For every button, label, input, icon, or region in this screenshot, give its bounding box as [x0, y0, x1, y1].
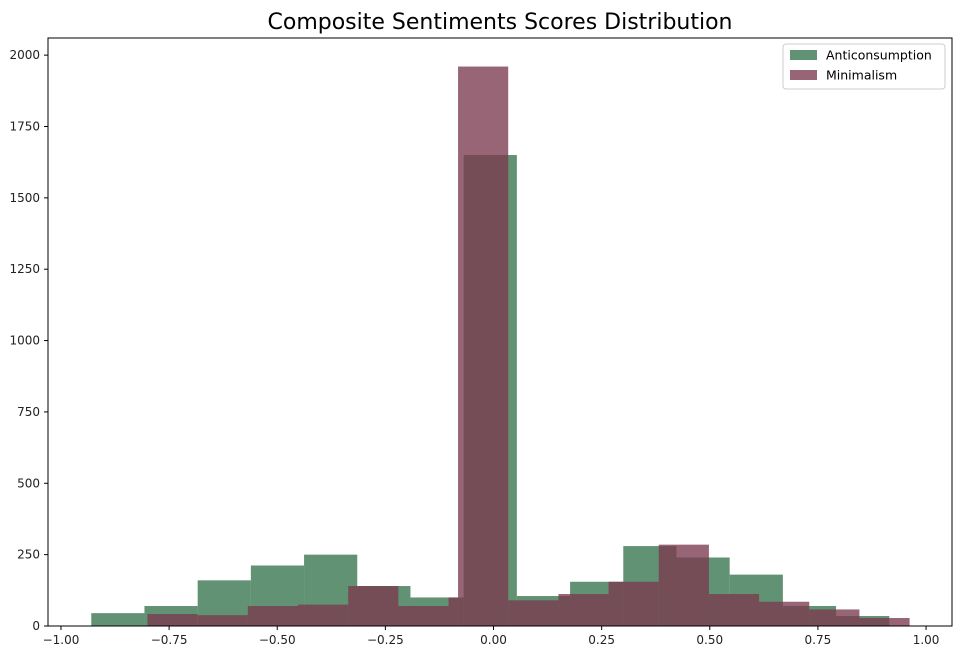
axes-layer: [47, 37, 953, 627]
bar-minimalism-10: [608, 581, 659, 626]
bar-minimalism-15: [859, 618, 910, 626]
bar-minimalism-6: [448, 597, 459, 626]
y-tick-label: 1750: [9, 119, 40, 133]
bar-minimalism-5: [398, 606, 449, 626]
legend-box: [782, 43, 946, 90]
legend-label-anticonsumption: Anticonsumption: [826, 48, 932, 63]
legend-swatch-anticonsumption: [790, 50, 817, 60]
legend-swatch-minimalism: [790, 70, 817, 80]
bar-minimalism-4: [348, 586, 399, 626]
y-axis-ticks: 0 250 500 750 1000 1250 1500 1750 2000: [9, 48, 48, 633]
y-tick-label: 2000: [9, 48, 40, 62]
plot-frame: [47, 37, 953, 627]
x-tick-label: 0.75: [805, 633, 832, 647]
bar-minimalism-14: [809, 609, 860, 626]
x-tick-label: 0.00: [480, 633, 507, 647]
bar-minimalism-13: [759, 601, 810, 626]
y-tick-label: 0: [32, 619, 40, 633]
y-tick-label: 500: [17, 476, 40, 490]
x-tick-label: −0.50: [259, 633, 296, 647]
bar-minimalism-11: [658, 544, 709, 626]
y-tick-label: 1500: [9, 191, 40, 205]
x-axis-ticks: −1.00 −0.75 −0.50 −0.25 0.00 0.25 0.50 0.75 1.00: [43, 626, 940, 647]
x-tick-label: −1.00: [43, 633, 80, 647]
bar-minimalism-3: [298, 604, 349, 626]
bar-minimalism-1: [197, 615, 248, 626]
bar-minimalism-2: [247, 606, 299, 626]
bar-minimalism-12: [708, 594, 760, 626]
series-minimalism: [147, 66, 910, 626]
bar-minimalism-8: [508, 600, 559, 626]
x-tick-label: −0.25: [367, 633, 404, 647]
bar-anticonsumption-0: [91, 613, 145, 626]
y-tick-label: 750: [17, 405, 40, 419]
x-tick-label: 1.00: [913, 633, 940, 647]
bar-minimalism-7: [458, 66, 509, 626]
x-tick-label: 0.50: [696, 633, 723, 647]
x-tick-label: 0.25: [588, 633, 615, 647]
legend: Anticonsumption Minimalism: [782, 43, 946, 90]
legend-label-minimalism: Minimalism: [826, 68, 897, 83]
y-tick-label: 250: [17, 548, 40, 562]
bar-minimalism-9: [558, 594, 609, 626]
y-tick-label: 1000: [9, 334, 40, 348]
bars-layer: [91, 66, 910, 627]
bar-minimalism-0: [147, 614, 198, 626]
x-tick-label: −0.75: [151, 633, 188, 647]
chart-title: Composite Sentiments Scores Distribution: [268, 10, 733, 35]
y-tick-label: 1250: [9, 262, 40, 276]
